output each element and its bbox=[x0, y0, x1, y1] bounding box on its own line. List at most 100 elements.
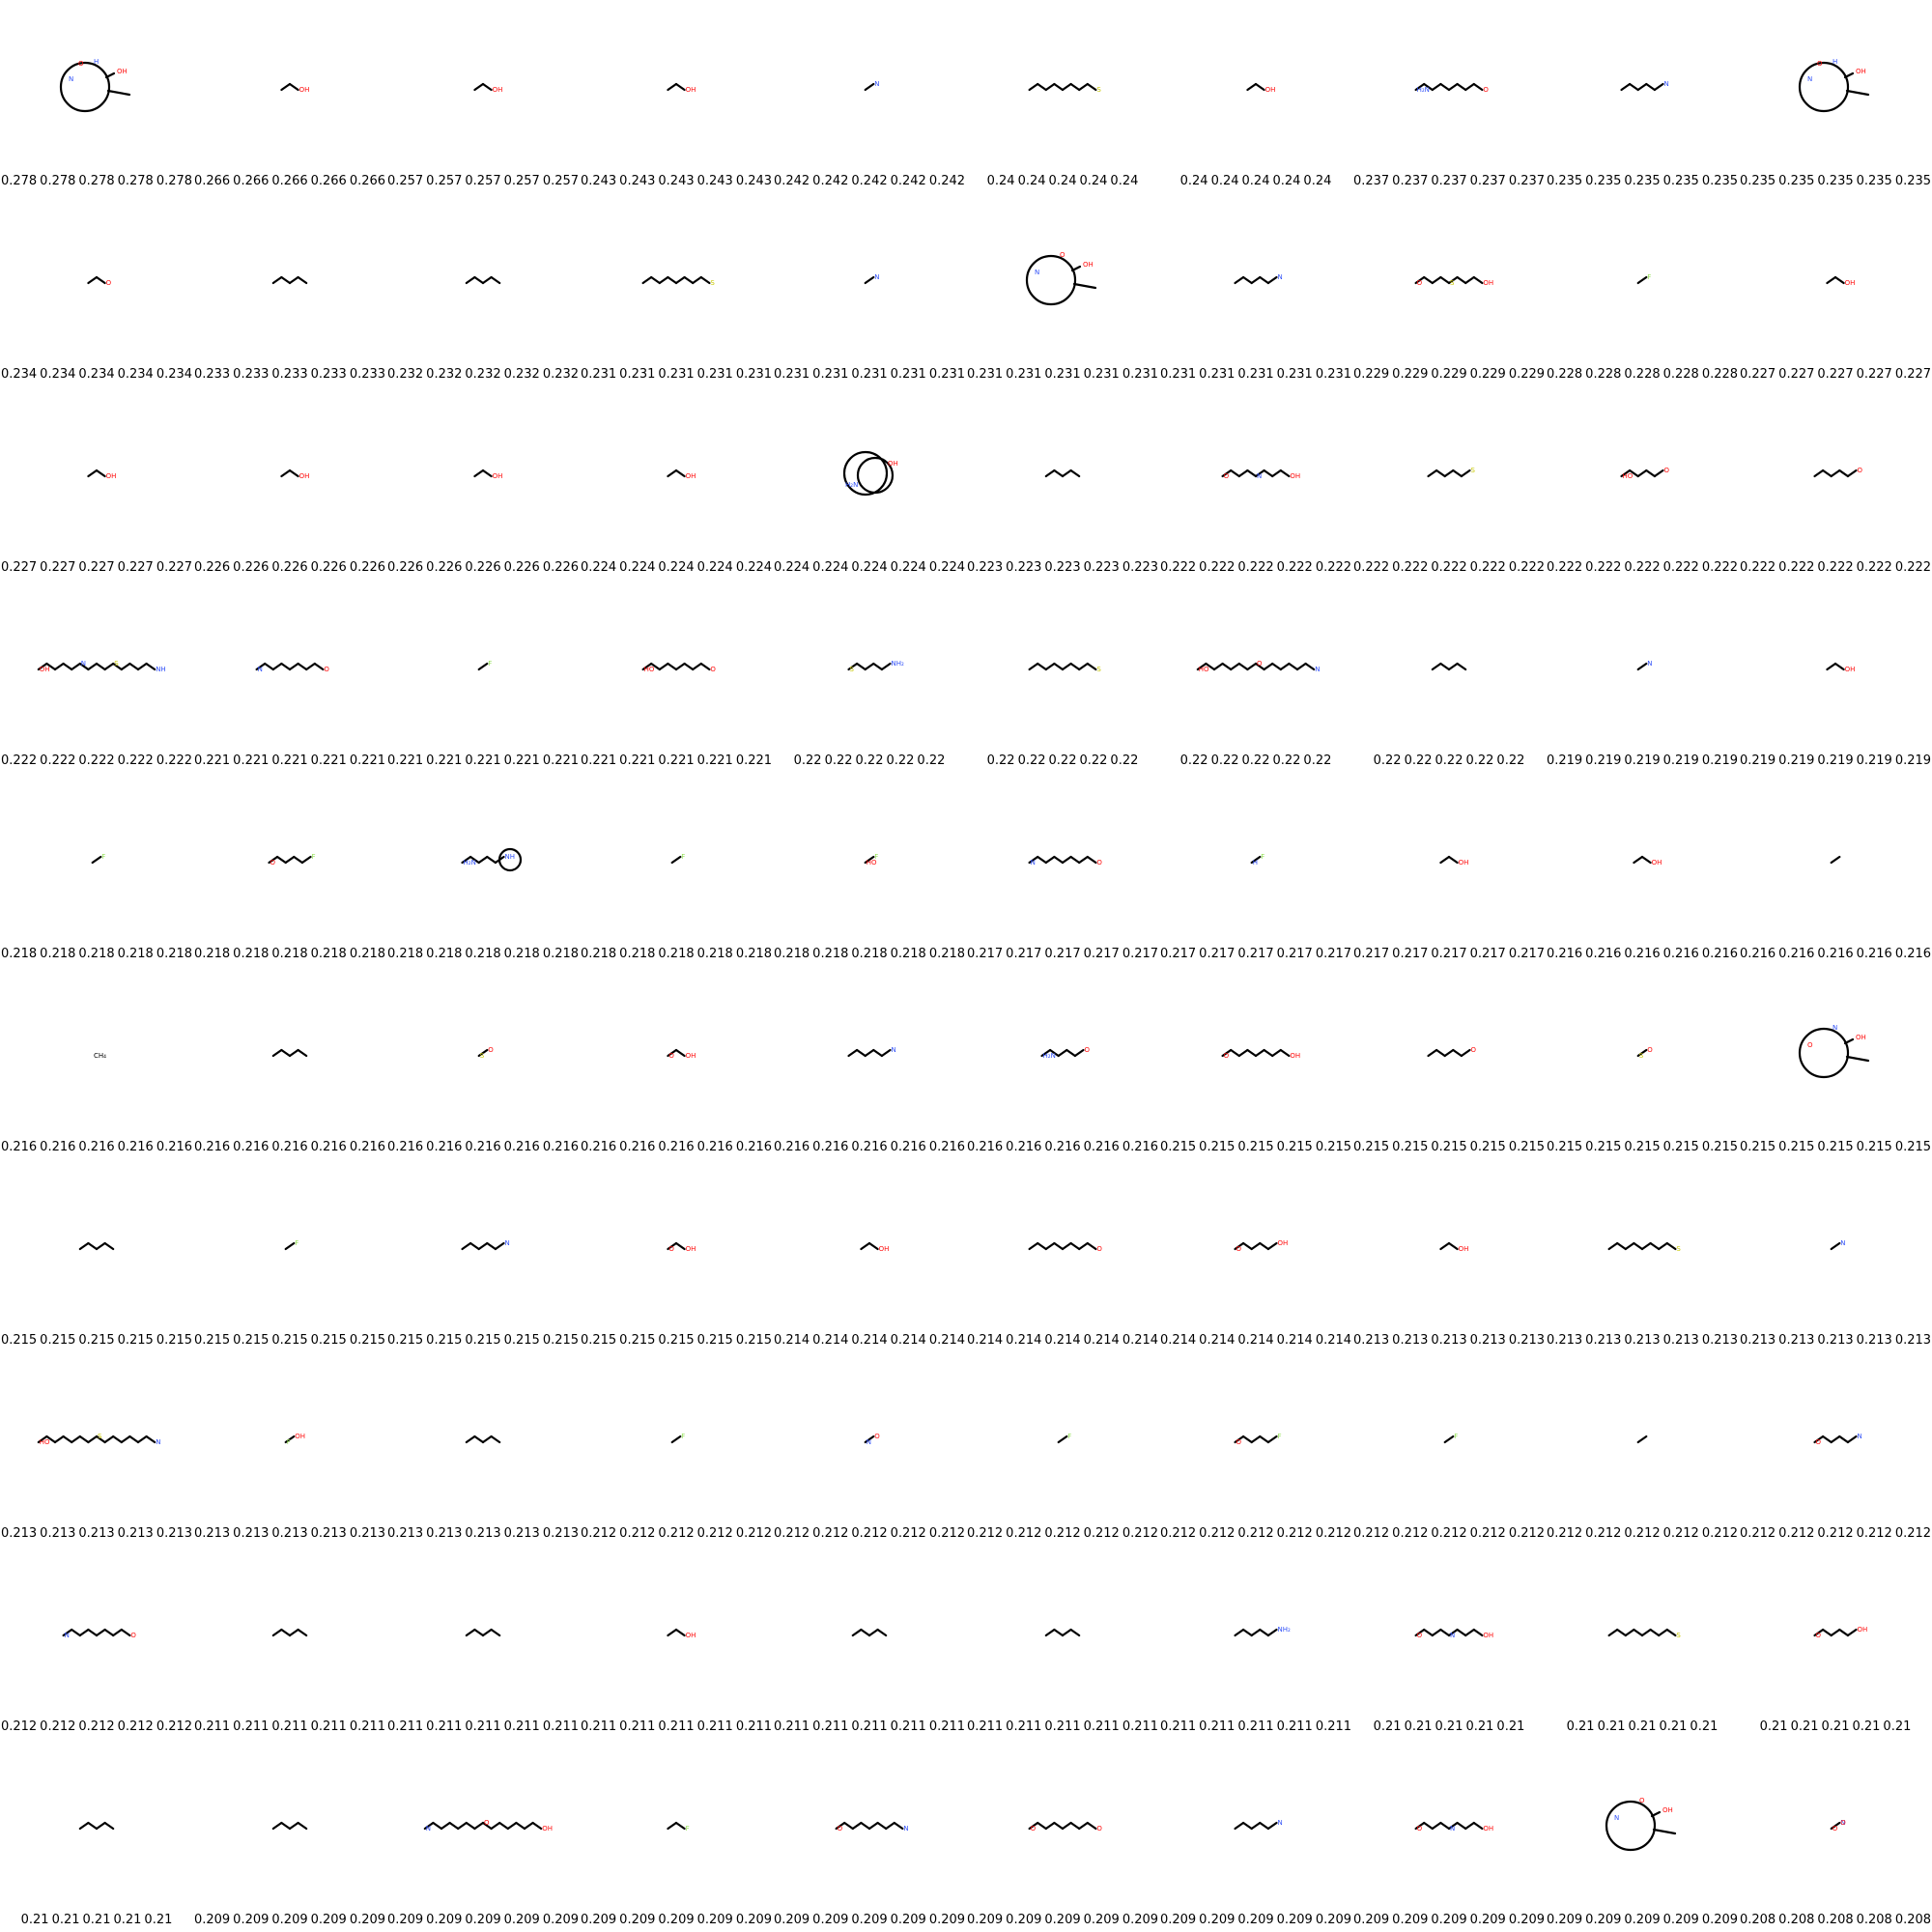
score-value: 0.209 bbox=[1585, 1913, 1622, 1927]
molecule-cell: 0.212 0.212 0.212 0.212 0.212 bbox=[1546, 1352, 1739, 1546]
molecule-cell: OH 0.227 0.227 0.227 0.227 0.227 bbox=[0, 386, 193, 580]
molecule-structure: SO bbox=[477, 1046, 494, 1060]
bond bbox=[1423, 275, 1434, 285]
score-caption: 0.213 0.213 0.213 0.213 0.213 bbox=[1350, 1333, 1548, 1348]
atom-label: OH bbox=[1483, 1825, 1493, 1833]
molecule-cell: OH 0.243 0.243 0.243 0.243 0.243 bbox=[580, 0, 773, 193]
bond bbox=[1830, 1628, 1841, 1637]
score-value: 0.221 bbox=[193, 753, 231, 768]
score-value: 0.212 bbox=[117, 1719, 154, 1734]
molecule-cell: HO O 0.221 0.221 0.221 0.221 0.221 bbox=[580, 580, 773, 773]
bond bbox=[1271, 1048, 1282, 1058]
molecule-structure: OH N S NH bbox=[37, 660, 166, 673]
molecule-cell: F 0.215 0.215 0.215 0.215 0.215 bbox=[193, 1159, 386, 1352]
score-caption: 0.21 0.21 0.21 0.21 0.21 bbox=[0, 1913, 195, 1927]
score-value: 0.242 bbox=[812, 174, 849, 188]
bond bbox=[1636, 1048, 1648, 1058]
score-value: 0.213 bbox=[156, 1526, 193, 1541]
score-value: 0.216 bbox=[271, 1140, 308, 1154]
bond bbox=[867, 1821, 879, 1831]
score-value: 0.228 bbox=[1701, 367, 1739, 382]
bond bbox=[1078, 662, 1089, 671]
score-value: 0.216 bbox=[696, 1140, 733, 1154]
score-value: 0.208 bbox=[1739, 1913, 1776, 1927]
bond bbox=[1830, 1241, 1841, 1251]
score-value: 0.24 bbox=[1241, 174, 1270, 188]
bond bbox=[1838, 469, 1850, 478]
molecule-structure: N O OH bbox=[1025, 251, 1097, 306]
score-caption: 0.216 0.216 0.216 0.216 0.216 bbox=[964, 1140, 1161, 1154]
score-value: 0.266 bbox=[310, 174, 347, 188]
bond bbox=[1443, 1048, 1455, 1058]
molecule-cell: O 0.222 0.222 0.222 0.222 0.222 bbox=[1739, 386, 1932, 580]
score-value: 0.22 bbox=[1210, 753, 1239, 768]
score-value: 0.214 bbox=[890, 1333, 926, 1348]
score-value: 0.235 bbox=[1662, 174, 1699, 188]
atom-label: N bbox=[1031, 859, 1036, 867]
score-value: 0.211 bbox=[1199, 1719, 1236, 1734]
bond bbox=[1053, 1241, 1065, 1251]
molecule-structure: N bbox=[461, 1239, 510, 1251]
score-value: 0.231 bbox=[1237, 367, 1274, 382]
atom-label: N bbox=[1614, 1814, 1619, 1822]
score-value: 0.211 bbox=[928, 1719, 966, 1734]
bond bbox=[95, 469, 106, 478]
atom-label: OH bbox=[1278, 1239, 1289, 1247]
score-value: 0.219 bbox=[1817, 753, 1854, 768]
atom-label: S bbox=[98, 1433, 102, 1440]
bond bbox=[1037, 1821, 1047, 1831]
score-value: 0.278 bbox=[78, 174, 115, 188]
score-value: 0.214 bbox=[1315, 1333, 1352, 1348]
molecule-structure: SO bbox=[1636, 1046, 1653, 1060]
score-caption: 0.242 0.242 0.242 0.242 0.242 bbox=[771, 174, 968, 188]
atom-label: OH bbox=[295, 1433, 305, 1440]
molecule-structure: H₂N O bbox=[1040, 1046, 1091, 1060]
score-value: 0.217 bbox=[1083, 947, 1120, 961]
score-value: 0.257 bbox=[503, 174, 540, 188]
bond bbox=[1439, 275, 1451, 285]
atom-label: N bbox=[156, 1438, 160, 1446]
score-value: 0.209 bbox=[1662, 1913, 1699, 1927]
bond bbox=[473, 275, 485, 285]
score-value: 0.222 bbox=[1352, 560, 1390, 575]
bond bbox=[1230, 662, 1240, 671]
molecule-cell: F 0.218 0.218 0.218 0.218 0.218 bbox=[580, 773, 773, 966]
molecule-structure: NO HOH bbox=[1798, 58, 1870, 113]
bond bbox=[87, 1435, 99, 1444]
score-value: 0.212 bbox=[928, 1526, 966, 1541]
atom-label: N bbox=[1664, 80, 1669, 88]
score-value: 0.212 bbox=[1199, 1526, 1236, 1541]
score-value: 0.218 bbox=[503, 947, 540, 961]
score-value: 0.211 bbox=[619, 1719, 656, 1734]
bond bbox=[1821, 1628, 1833, 1637]
bond bbox=[1044, 1821, 1056, 1831]
score-value: 0.216 bbox=[310, 1140, 347, 1154]
score-value: 0.219 bbox=[1546, 753, 1583, 768]
score-value: 0.226 bbox=[271, 560, 308, 575]
ring bbox=[1798, 61, 1850, 113]
bond bbox=[91, 855, 102, 865]
atom-label: S bbox=[1639, 1052, 1644, 1060]
score-caption: 0.211 0.211 0.211 0.211 0.211 bbox=[1157, 1719, 1354, 1734]
bond bbox=[1250, 1628, 1262, 1637]
molecule-structure: OH bbox=[280, 469, 309, 480]
score-value: 0.227 bbox=[1894, 367, 1932, 382]
score-value: 0.209 bbox=[542, 1913, 580, 1927]
bond bbox=[1044, 855, 1056, 865]
bond bbox=[288, 469, 299, 478]
score-value: 0.213 bbox=[349, 1526, 386, 1541]
score-caption: 0.216 0.216 0.216 0.216 0.216 bbox=[1737, 947, 1932, 961]
score-value: 0.216 bbox=[773, 1140, 810, 1154]
bond bbox=[1234, 1435, 1245, 1444]
bond bbox=[1813, 469, 1825, 478]
atom-label: O bbox=[1639, 1797, 1645, 1804]
bond bbox=[1037, 662, 1047, 671]
score-value: 0.218 bbox=[773, 947, 810, 961]
score-value: 0.209 bbox=[1701, 1913, 1739, 1927]
bond bbox=[1423, 82, 1434, 92]
molecule-structure bbox=[851, 1628, 888, 1637]
score-value: 0.22 bbox=[1079, 753, 1108, 768]
bond bbox=[78, 1628, 90, 1637]
molecule-cell: CH₄ 0.216 0.216 0.216 0.216 0.216 bbox=[0, 966, 193, 1159]
bond bbox=[280, 662, 292, 671]
